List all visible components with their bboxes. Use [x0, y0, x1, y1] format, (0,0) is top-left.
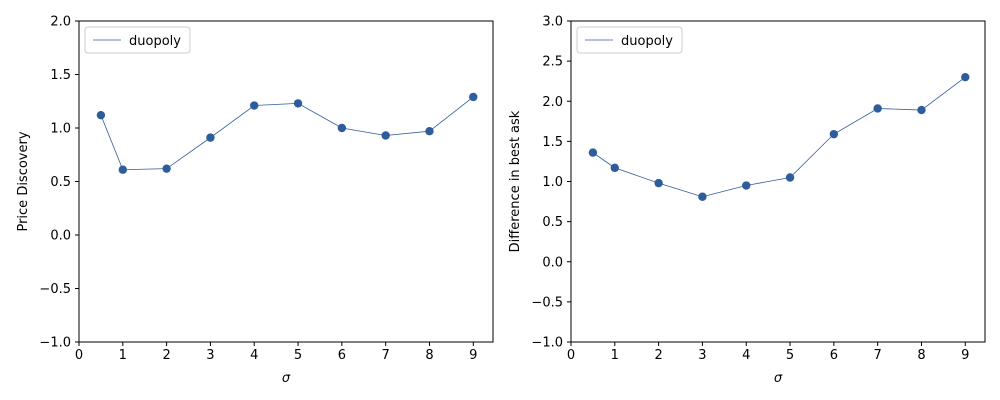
data-point [250, 101, 259, 110]
data-point [206, 133, 215, 142]
y-tick-label: 1.0 [50, 122, 71, 137]
legend-box [576, 26, 683, 54]
y-tick-label: 1.0 [542, 175, 563, 190]
y-tick-label: 1.5 [542, 135, 563, 150]
y-tick-label: 0.0 [50, 229, 71, 244]
y-tick-label: −0.5 [531, 295, 563, 310]
data-point [698, 192, 707, 201]
x-tick-label: 5 [294, 348, 302, 363]
y-tick-label: 2.5 [542, 55, 563, 70]
data-point [96, 110, 106, 120]
x-tick-label: 5 [786, 348, 794, 363]
x-tick-label: 0 [567, 348, 575, 363]
data-point [293, 99, 303, 108]
x-tick-label: 1 [119, 348, 127, 363]
y-tick-label: 2.0 [50, 15, 71, 30]
data-point [873, 104, 882, 113]
chart-1: 0 1 2 3 4 5 6 7 8 9 −1.0 −0.5 0.0 0.5 1.0 1.5 2.0 σ Price … [16, 15, 494, 386]
x-axis-label: σ [774, 371, 783, 386]
series-line-duopoly [100, 96, 474, 171]
data-point [469, 92, 478, 102]
y-tick-label: −1.0 [39, 336, 71, 351]
x-tick-label: 3 [698, 348, 706, 363]
x-tick-label: 4 [250, 348, 258, 363]
x-tick-label: 7 [382, 348, 390, 363]
data-point [337, 123, 347, 133]
y-axis-label: Difference in best ask [508, 110, 523, 252]
legend-label: duopoly [129, 34, 181, 49]
x-tick-label: 9 [961, 348, 969, 363]
y-axis-label: Price Discovery [16, 131, 31, 231]
y-tick-label: 0.5 [542, 215, 563, 230]
x-tick-label: 6 [338, 348, 346, 363]
x-tick-label: 0 [75, 348, 83, 363]
data-point [588, 148, 598, 157]
x-tick-label: 8 [917, 348, 925, 363]
x-tick-label: 6 [830, 348, 838, 363]
x-tick-label: 1 [611, 348, 619, 363]
legend: duopoly [576, 26, 683, 54]
x-axis-label: σ [282, 371, 291, 386]
data-point [118, 165, 128, 174]
data-point [381, 131, 390, 140]
y-tick-label: 2.0 [542, 95, 563, 110]
plot-frame [570, 20, 986, 343]
data-point [425, 127, 434, 136]
y-tick-label: 1.5 [50, 68, 71, 83]
y-tick-label: 0.0 [542, 255, 563, 270]
y-tick-label: −0.5 [39, 282, 71, 297]
x-tick-label: 8 [425, 348, 433, 363]
data-point [829, 129, 839, 139]
data-point [654, 178, 663, 188]
chart-2: 0 1 2 3 4 5 6 7 8 9 −1.0 −0.5 0.0 0.5 1.0 1.5 2.0 2.5 3.0 σ… [508, 15, 986, 386]
series-line-duopoly [592, 76, 966, 198]
data-point [610, 163, 620, 173]
x-tick-label: 7 [874, 348, 882, 363]
y-tick-label: 0.5 [50, 175, 71, 190]
y-tick-label: 3.0 [542, 15, 563, 30]
x-tick-label: 9 [469, 348, 477, 363]
data-point [785, 173, 795, 182]
x-tick-label: 2 [162, 348, 170, 363]
y-tick-label: −1.0 [531, 336, 563, 351]
data-point [742, 181, 751, 190]
data-point [917, 105, 926, 115]
x-tick-label: 2 [654, 348, 662, 363]
legend: duopoly [84, 26, 191, 54]
data-point [162, 164, 171, 173]
legend-label: duopoly [621, 34, 673, 49]
plot-frame [78, 20, 494, 343]
data-point [961, 72, 970, 82]
x-tick-label: 4 [742, 348, 750, 363]
x-tick-label: 3 [206, 348, 214, 363]
legend-box [84, 26, 191, 54]
